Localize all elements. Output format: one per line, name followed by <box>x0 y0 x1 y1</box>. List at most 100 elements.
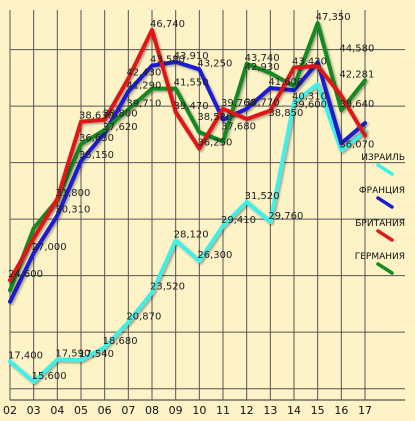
series-lines <box>8 21 367 384</box>
legend-swatch <box>376 196 394 209</box>
legend: ИЗРАИЛЬ ФРАНЦИЯ БРИТАНИЯ ГЕРМАНИЯ <box>355 153 405 275</box>
data-point <box>316 60 320 64</box>
data-point <box>103 118 107 122</box>
data-point <box>32 236 36 240</box>
data-point <box>221 118 225 122</box>
x-tick-label: 11 <box>216 404 230 417</box>
data-point <box>174 110 178 114</box>
data-label: 30,310 <box>55 205 90 216</box>
data-label: 39,640 <box>339 99 374 110</box>
data-label: 38,800 <box>103 109 138 120</box>
data-point <box>8 300 12 304</box>
data-point <box>197 67 201 71</box>
x-tick-label: 09 <box>169 404 183 417</box>
data-point <box>55 197 59 201</box>
data-label: 18,680 <box>103 336 138 347</box>
data-point <box>245 117 249 121</box>
data-point <box>245 62 249 66</box>
data-point <box>221 224 225 228</box>
data-label: 29,760 <box>268 211 303 222</box>
x-tick-label: 12 <box>240 404 254 417</box>
data-point <box>126 90 130 94</box>
data-label: 43,910 <box>174 51 209 62</box>
data-point <box>292 84 296 88</box>
x-tick-label: 07 <box>121 404 135 417</box>
data-point <box>126 107 130 111</box>
data-label: 28,120 <box>174 229 209 240</box>
data-point <box>174 60 178 64</box>
x-tick-label: 05 <box>74 404 88 417</box>
data-point <box>174 238 178 242</box>
data-point <box>268 86 272 90</box>
data-label: 36,630 <box>79 133 114 144</box>
data-label: 43,740 <box>245 53 280 64</box>
data-label: 46,740 <box>150 19 185 30</box>
data-label: 20,870 <box>126 311 161 322</box>
x-tick-label: 06 <box>98 404 112 417</box>
data-point <box>316 82 320 86</box>
data-label: 31,800 <box>55 188 90 199</box>
data-point <box>292 65 296 69</box>
data-label: 36,250 <box>197 137 232 148</box>
x-axis-ticks: 02 03 04 05 06 07 08 09 10 11 12 13 14 15 16 17 <box>3 404 372 417</box>
x-tick-label: 02 <box>3 404 17 417</box>
data-label: 38,520 <box>197 112 232 123</box>
data-label: 39,770 <box>245 98 280 109</box>
data-label: 37,620 <box>103 122 138 133</box>
data-label: 40,310 <box>292 92 327 103</box>
data-point <box>32 251 36 255</box>
data-point <box>8 278 12 282</box>
data-point <box>55 214 59 218</box>
legend-label: ИЗРАИЛЬ <box>361 153 405 163</box>
legend-label: ГЕРМАНИЯ <box>355 252 405 262</box>
data-point <box>339 141 343 145</box>
data-point <box>316 21 320 25</box>
data-point <box>339 108 343 112</box>
data-point <box>363 78 367 82</box>
data-point <box>292 88 296 92</box>
data-point <box>197 259 201 263</box>
data-point <box>363 121 367 125</box>
data-label: 24,600 <box>8 269 43 280</box>
series-line-1 <box>8 82 367 384</box>
data-point <box>79 159 83 163</box>
data-point <box>197 146 201 150</box>
data-point <box>150 290 154 294</box>
data-label: 41,290 <box>126 81 161 92</box>
data-label: 41,600 <box>268 77 303 88</box>
legend-label: БРИТАНИЯ <box>355 219 405 229</box>
data-point <box>32 226 36 230</box>
data-point <box>103 128 107 132</box>
data-label: 35,150 <box>79 150 114 161</box>
data-point <box>126 320 130 324</box>
data-point <box>363 133 367 137</box>
data-point <box>197 130 201 134</box>
data-label: 29,410 <box>221 215 256 226</box>
data-point <box>221 139 225 143</box>
data-label: 44,580 <box>339 43 374 54</box>
data-label: 26,300 <box>197 250 232 261</box>
series-line-3 <box>8 27 367 283</box>
data-label: 17,400 <box>8 351 43 362</box>
legend-swatch <box>376 163 394 176</box>
data-point <box>79 358 83 362</box>
x-tick-label: 14 <box>287 404 301 417</box>
data-point <box>245 107 249 111</box>
data-point <box>8 288 12 292</box>
data-label: 27,000 <box>32 242 67 253</box>
grid <box>9 10 405 401</box>
data-label: 42,281 <box>339 69 374 80</box>
data-point <box>268 109 272 113</box>
legend-swatch <box>376 262 394 275</box>
x-tick-label: 16 <box>334 404 348 417</box>
data-label: 39,760 <box>221 98 256 109</box>
data-label: 39,710 <box>126 98 161 109</box>
data-point <box>339 94 343 98</box>
x-tick-label: 15 <box>311 404 325 417</box>
data-point <box>79 120 83 124</box>
data-point <box>103 345 107 349</box>
data-label: 39,470 <box>174 101 209 112</box>
data-label: 36,070 <box>339 140 374 151</box>
